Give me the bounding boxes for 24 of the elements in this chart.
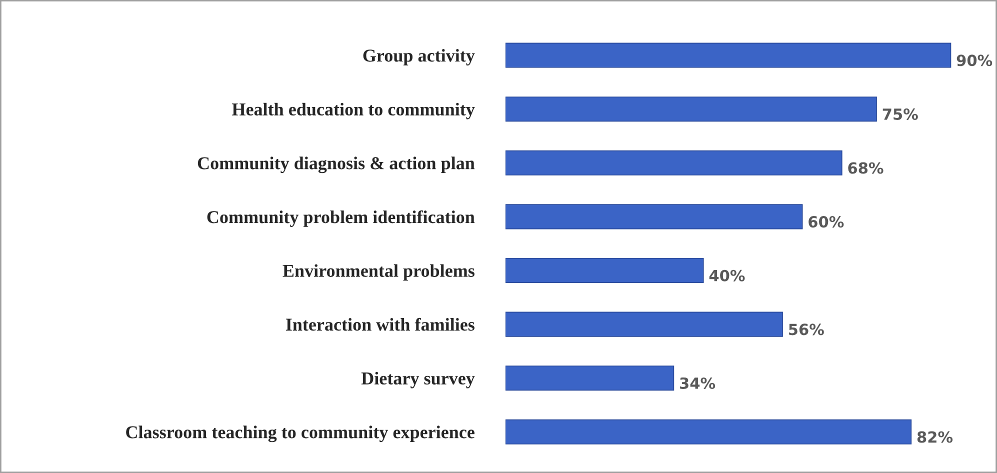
- data-label: 34%: [680, 377, 716, 389]
- bar: [505, 366, 674, 391]
- data-label: 90%: [956, 54, 992, 66]
- y-tick-label: Classroom teaching to community experience: [126, 426, 474, 442]
- data-label: 75%: [882, 108, 918, 120]
- bar: [505, 258, 704, 284]
- bar: [505, 204, 803, 230]
- y-tick-label: Community problem identification: [207, 210, 475, 227]
- y-tick-label: Health education to community: [232, 102, 475, 120]
- y-tick-label: Group activity: [363, 49, 475, 66]
- data-label: 82%: [917, 431, 953, 443]
- y-tick-label: Environmental problems: [282, 264, 474, 281]
- data-label: 60%: [808, 216, 844, 228]
- data-label: 68%: [848, 162, 884, 174]
- bar: [505, 96, 877, 122]
- bar: [505, 419, 912, 444]
- bar: [505, 150, 842, 176]
- y-tick-label: Dietary survey: [361, 372, 475, 388]
- bar: [505, 312, 783, 337]
- y-tick-label: Community diagnosis & action plan: [198, 156, 475, 174]
- data-label: 56%: [789, 324, 824, 336]
- data-label: 40%: [709, 270, 745, 282]
- bar: [505, 42, 952, 68]
- y-tick-label: Interaction with families: [286, 318, 474, 331]
